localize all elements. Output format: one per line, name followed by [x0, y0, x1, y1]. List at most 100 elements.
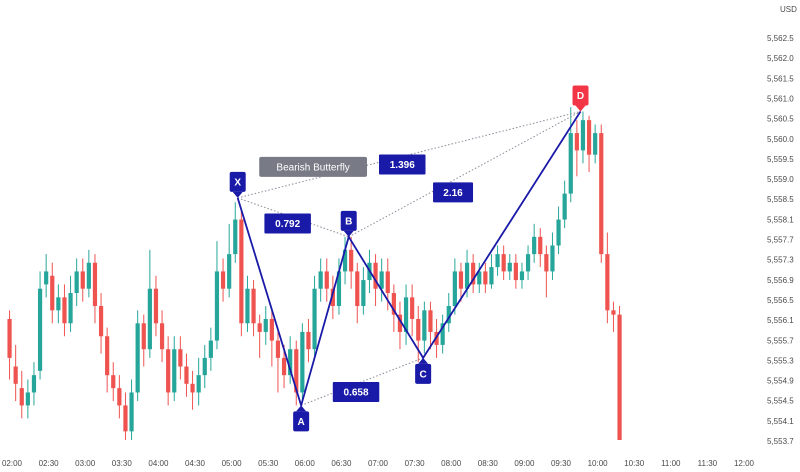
time-axis: 02:00 02:30 03:00 03:30 04:00 04:30 05:00 05:30… [2, 459, 755, 468]
ratio-label-box [264, 213, 311, 234]
candle-up [214, 271, 220, 341]
candle-down [483, 271, 488, 285]
candle-up [263, 318, 268, 332]
y-tick-label: 5,558.1 [767, 215, 794, 224]
point-box [229, 171, 246, 192]
candle-up [312, 288, 317, 350]
candle-down [306, 331, 311, 350]
x-tick-label: 07:30 [405, 459, 426, 468]
candle-down [98, 306, 104, 337]
candle-down [13, 366, 18, 384]
candle-up [532, 236, 537, 255]
candle-up [361, 280, 366, 306]
candle-down [397, 314, 403, 332]
candle-down [471, 262, 476, 285]
candle-up [336, 271, 342, 306]
y-tick-label: 5,557.3 [767, 256, 794, 265]
candle-down [501, 254, 506, 272]
x-tick-label: 06:30 [331, 459, 352, 468]
x-tick-label: 03:00 [75, 459, 96, 468]
point-label: D [577, 91, 584, 102]
y-tick-label: 5,554.1 [767, 417, 794, 426]
candle-down [385, 271, 390, 294]
point-pointer [343, 230, 354, 237]
candle-down [349, 249, 354, 272]
candle-down [416, 318, 421, 341]
x-tick-label: 09:00 [514, 459, 535, 468]
candle-up [379, 271, 384, 289]
candle-down [294, 349, 299, 393]
candle-down [19, 388, 24, 406]
y-tick-label: 5,556.1 [767, 316, 794, 325]
candle-up [580, 120, 586, 151]
x-tick-label: 03:30 [112, 459, 133, 468]
candle-up [44, 271, 49, 285]
candle-down [538, 236, 543, 255]
candle-down [239, 219, 244, 324]
candle-up [129, 392, 134, 432]
candle-down [410, 297, 415, 319]
ratio-label: 0.792 [275, 219, 300, 230]
candle-down [92, 262, 98, 306]
point-label: B [345, 216, 352, 227]
candle-up [550, 245, 555, 272]
candle-up [489, 267, 494, 285]
candle-up [342, 249, 348, 272]
candle-up [25, 392, 30, 406]
candle-down [7, 318, 12, 358]
y-tick-label: 5,556.5 [767, 296, 794, 305]
x-tick-label: 10:30 [624, 459, 645, 468]
point-label: C [420, 369, 427, 380]
y-tick-label: 5,562.0 [767, 54, 794, 63]
candle-down [159, 323, 165, 350]
candle-up [452, 271, 457, 306]
candle-up [196, 375, 201, 393]
candle-down [251, 288, 256, 324]
ratio-line [237, 197, 349, 238]
candle-down [153, 288, 159, 324]
candle-down [391, 293, 396, 315]
candle-up [172, 349, 177, 393]
candle-down [574, 133, 579, 151]
x-tick-label: 04:30 [185, 459, 206, 468]
candle-down [178, 349, 183, 367]
candle-up [318, 271, 323, 289]
point-label: A [298, 417, 305, 428]
x-tick-label: 12:00 [734, 459, 755, 468]
candle-up [86, 262, 91, 289]
candle-down [190, 383, 195, 393]
candle-up [68, 293, 73, 324]
x-tick-label: 05:00 [222, 459, 243, 468]
candle-up [507, 262, 512, 272]
y-tick-label: 5,554.9 [767, 377, 794, 386]
point-label: X [234, 177, 241, 188]
candle-down [220, 271, 226, 289]
y-tick-label: 5,560.5 [767, 115, 794, 124]
point-box [293, 411, 310, 432]
candle-up [593, 133, 598, 155]
candle-down [586, 120, 592, 155]
point-pointer [296, 405, 307, 412]
candle-down [111, 375, 116, 389]
candle-down [428, 310, 433, 332]
candle-down [281, 357, 287, 376]
candle-up [300, 331, 305, 393]
candle-up [227, 254, 232, 289]
y-tick-label: 5,559.5 [767, 155, 794, 164]
y-tick-label: 5,560.0 [767, 135, 794, 144]
ratio-label-box [379, 154, 426, 175]
point-box [415, 363, 432, 384]
y-tick-label: 5,553.7 [767, 437, 794, 446]
harmonic-pattern: 0.792 0.658 1.396 2.16 Bearish Butterfly X A B C… [229, 85, 589, 432]
candle-down [50, 275, 55, 311]
point-box [572, 85, 589, 106]
ratio-label-box [332, 382, 380, 403]
candle-down [617, 314, 622, 440]
x-tick-label: 08:30 [478, 459, 499, 468]
y-tick-label: 5,559.0 [767, 175, 794, 184]
ratio-label: 0.658 [344, 388, 369, 399]
candle-up [519, 271, 525, 281]
ratio-line [300, 357, 424, 406]
x-tick-label: 08:00 [441, 459, 462, 468]
